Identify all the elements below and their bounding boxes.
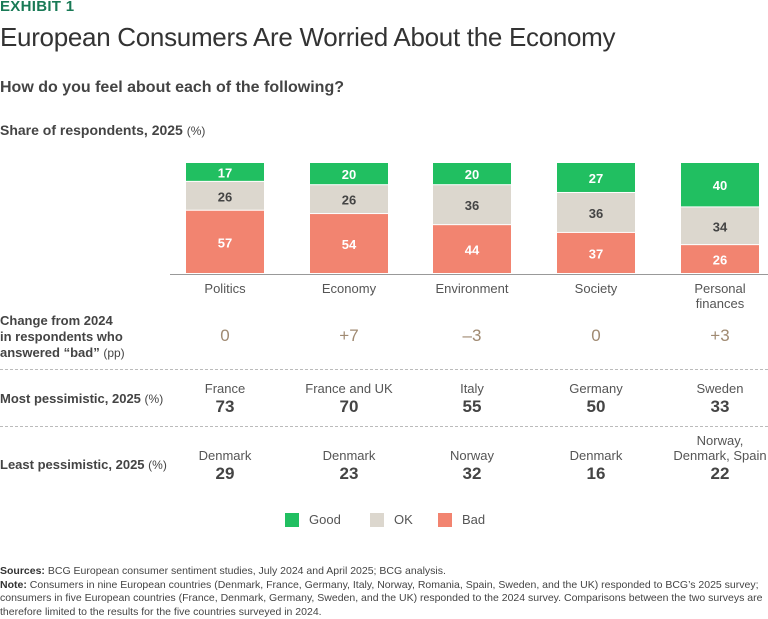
data-label: 20 xyxy=(342,167,356,182)
least-value: 22 xyxy=(710,464,730,483)
change-value: –3 xyxy=(462,326,482,345)
bar-segment-good xyxy=(310,163,388,185)
change-label-line: in respondents who xyxy=(0,329,123,344)
legend-good: Good xyxy=(285,512,341,527)
category-label: Economy xyxy=(322,281,377,296)
data-label: 34 xyxy=(713,219,728,234)
change-value: 0 xyxy=(591,326,601,345)
data-label: 20 xyxy=(465,167,479,182)
most-country: Germany xyxy=(569,381,623,396)
data-label: 44 xyxy=(465,243,480,258)
data-label: 17 xyxy=(218,165,232,180)
least-unit: (%) xyxy=(148,458,167,472)
category-label: finances xyxy=(696,296,745,311)
note-label: Note: xyxy=(0,578,27,591)
sources-text: BCG European consumer sentiment studies,… xyxy=(47,565,446,577)
footnotes: Sources: BCG European consumer sentiment… xyxy=(0,565,768,619)
change-row-label: Change from 2024 in respondents who answ… xyxy=(0,313,125,361)
most-label: Most pessimistic, 2025 xyxy=(0,391,141,406)
most-value: 73 xyxy=(215,397,235,416)
most-value: 50 xyxy=(586,397,606,416)
legend-label: OK xyxy=(394,512,413,527)
bar-segment-ok xyxy=(310,185,388,214)
bar-segment-good xyxy=(681,163,759,207)
most-country: France and UK xyxy=(305,381,393,396)
category-label: Society xyxy=(575,281,618,296)
change-label-line: answered “bad” xyxy=(0,345,100,360)
least-country: Denmark xyxy=(322,448,376,463)
category-label: Environment xyxy=(436,281,509,296)
least-country: Denmark, Spain xyxy=(673,448,767,463)
least-country: Norway xyxy=(449,448,495,463)
least-country: Denmark xyxy=(569,448,623,463)
bar-segment-good xyxy=(557,163,635,192)
bar-segment-good xyxy=(433,163,511,185)
least-value: 16 xyxy=(586,464,606,483)
legend-label: Good xyxy=(309,512,341,527)
bar-segment-bad xyxy=(310,214,388,273)
least-row-label: Least pessimistic, 2025 (%) xyxy=(0,457,167,473)
most-country: Italy xyxy=(460,381,484,396)
legend-bad: Bad xyxy=(438,512,485,527)
most-country: Sweden xyxy=(696,381,744,396)
data-label: 57 xyxy=(218,235,232,250)
subtitle: Share of respondents, 2025 (%) xyxy=(0,122,205,138)
category-label: Politics xyxy=(204,281,246,296)
most-country: France xyxy=(204,381,246,396)
legend-swatch-good xyxy=(285,512,299,527)
sources-label: Sources: xyxy=(0,565,45,577)
legend-ok: OK xyxy=(370,512,413,527)
bar-segment-bad xyxy=(557,232,635,273)
bar-segment-bad xyxy=(186,210,264,273)
change-label-line: Change from 2024 xyxy=(0,313,113,328)
exhibit-label: EXHIBIT 1 xyxy=(0,0,75,15)
data-label: 26 xyxy=(713,253,727,268)
legend-swatch-ok xyxy=(370,512,384,527)
data-label: 27 xyxy=(589,171,603,186)
divider xyxy=(0,369,768,370)
data-label: 54 xyxy=(342,237,357,252)
divider xyxy=(0,426,768,427)
least-label: Least pessimistic, 2025 xyxy=(0,457,145,472)
most-value: 70 xyxy=(339,397,359,416)
bar-segment-ok xyxy=(186,181,264,210)
data-label: 37 xyxy=(589,246,603,261)
most-unit: (%) xyxy=(144,392,164,406)
legend-swatch-bad xyxy=(438,512,452,527)
subtitle-unit: (%) xyxy=(186,124,206,138)
most-row-label: Most pessimistic, 2025 (%) xyxy=(0,391,163,407)
bar-segment-good xyxy=(186,163,264,181)
least-country: Denmark xyxy=(198,448,252,463)
change-value: +3 xyxy=(710,326,730,345)
data-label: 26 xyxy=(218,189,232,204)
note-text: Consumers in nine European countries (De… xyxy=(0,578,763,618)
least-value: 32 xyxy=(462,464,482,483)
data-label: 36 xyxy=(465,198,479,213)
bar-segment-ok xyxy=(433,185,511,225)
bar-segment-ok xyxy=(681,207,759,245)
stacked-bar-chart: 17 26 57 Politics 20 26 54 Economy 20 36 44 Environ… xyxy=(170,163,768,311)
subtitle-text: Share of respondents, 2025 xyxy=(0,122,183,138)
data-label: 26 xyxy=(342,193,356,208)
least-value: 29 xyxy=(215,464,235,483)
most-value: 55 xyxy=(462,397,482,416)
least-value: 23 xyxy=(339,464,359,483)
data-label: 36 xyxy=(589,206,603,221)
data-label: 40 xyxy=(713,178,727,193)
bar-segment-bad xyxy=(681,245,759,273)
category-label: Personal xyxy=(694,281,745,296)
chart-title: European Consumers Are Worried About the… xyxy=(0,22,616,52)
most-value: 33 xyxy=(710,397,730,416)
bar-segment-bad xyxy=(433,225,511,273)
least-country: Norway, xyxy=(696,433,744,448)
question: How do you feel about each of the follow… xyxy=(0,79,344,96)
bar-segment-ok xyxy=(557,192,635,232)
legend-label: Bad xyxy=(462,512,486,527)
change-value: 0 xyxy=(220,326,230,345)
change-unit: (pp) xyxy=(103,346,125,360)
change-value: +7 xyxy=(339,326,359,345)
